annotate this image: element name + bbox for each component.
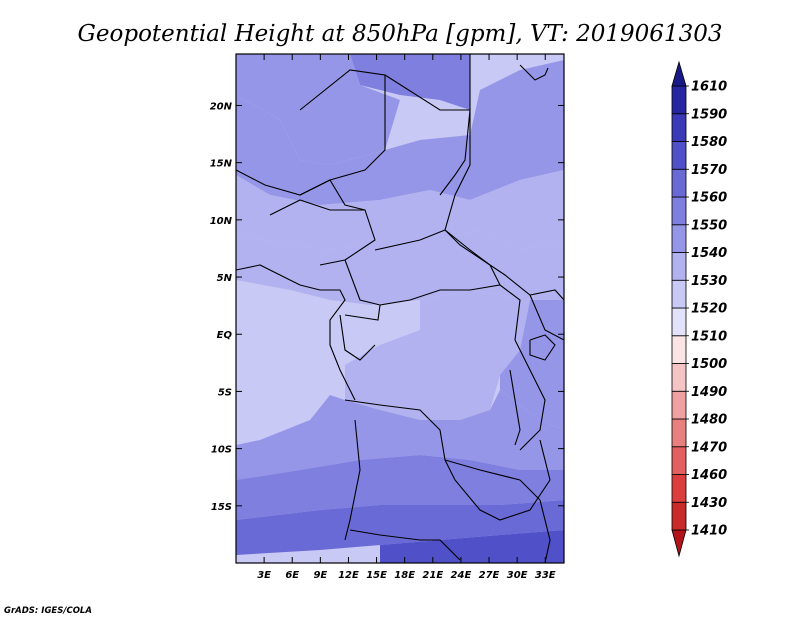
border-mali-burkina bbox=[236, 169, 366, 211]
field-region-south-rise-1 bbox=[236, 390, 564, 480]
x-tick-label: 24E bbox=[451, 570, 472, 581]
colorbar-label: 1570 bbox=[691, 163, 727, 178]
colorbar-swatch bbox=[671, 418, 687, 448]
colorbar-swatch bbox=[671, 279, 687, 309]
x-tick-label: 18E bbox=[394, 570, 415, 581]
colorbar-swatch bbox=[671, 363, 687, 392]
map-frame bbox=[235, 53, 565, 564]
colorbar-swatch bbox=[671, 252, 687, 281]
field-region-central-trough bbox=[236, 280, 420, 445]
y-axis: 20N 15N 10N 5N EQ 5S 10S 15S bbox=[210, 101, 564, 513]
y-tick-label: 15S bbox=[211, 502, 232, 513]
colorbar-label: 1590 bbox=[691, 107, 727, 122]
colorbar-label: 1460 bbox=[691, 468, 727, 483]
x-tick-label: 15E bbox=[366, 570, 387, 581]
border-niger-chad bbox=[384, 74, 471, 196]
field-layer bbox=[236, 54, 564, 563]
grads-credit: GrADS: IGES/COLA bbox=[4, 606, 92, 616]
colorbar-swatch bbox=[671, 85, 687, 115]
y-tick-label: EQ bbox=[217, 330, 233, 341]
x-tick-label: 27E bbox=[479, 570, 500, 581]
x-tick-label: 9E bbox=[313, 570, 327, 581]
field-region-north-band bbox=[236, 60, 564, 205]
field-region-south-rise-3 bbox=[236, 500, 564, 555]
colorbar-swatch bbox=[671, 196, 687, 226]
border-ethiopia bbox=[529, 294, 564, 341]
lake-tanganyika bbox=[509, 369, 521, 446]
y-tick-label: 5S bbox=[218, 387, 232, 398]
colorbar-swatch bbox=[671, 141, 687, 170]
colorbar-label: 1550 bbox=[691, 218, 727, 233]
y-tick-label: 10N bbox=[210, 216, 233, 227]
lake-malawi bbox=[539, 439, 551, 481]
colorbar-label: 1490 bbox=[691, 385, 727, 400]
colorbar-label: 1520 bbox=[691, 302, 727, 317]
x-tick-label: 3E bbox=[257, 570, 271, 581]
y-tick-label: 10S bbox=[211, 445, 232, 456]
border-drc-angola bbox=[344, 399, 521, 481]
border-zambia bbox=[444, 459, 551, 521]
map-panel: 3E 6E 9E 12E 15E 18E 21E 24E 27E 30E 33E 20N 15N 10N… bbox=[210, 53, 565, 581]
colorbar-label: 1410 bbox=[691, 524, 727, 539]
field-region-sahel-band bbox=[236, 170, 564, 250]
colorbar-arrow-low bbox=[671, 529, 687, 558]
y-tick-label: 5N bbox=[217, 273, 233, 284]
colorbar-swatch bbox=[671, 390, 687, 420]
coast-west-africa bbox=[236, 264, 356, 401]
y-tick-label: 20N bbox=[210, 101, 233, 112]
border-gabon-congo bbox=[339, 314, 376, 361]
colorbar-swatch bbox=[671, 307, 687, 337]
colorbar-label: 1430 bbox=[691, 496, 727, 511]
border-namibia-botswana bbox=[349, 529, 461, 561]
colorbar-label: 1500 bbox=[691, 357, 727, 372]
field-region-far-north-core bbox=[350, 54, 470, 110]
x-tick-label: 12E bbox=[338, 570, 359, 581]
border-chad-sudan bbox=[444, 110, 491, 266]
coast-red-sea bbox=[519, 64, 549, 81]
x-axis: 3E 6E 9E 12E 15E 18E 21E 24E 27E 30E 33E bbox=[257, 54, 556, 581]
x-tick-label: 33E bbox=[535, 570, 556, 581]
y-tick-label: 15N bbox=[210, 159, 233, 170]
colorbar-label: 1510 bbox=[691, 329, 727, 344]
field-region-east-africa-rise bbox=[500, 300, 564, 430]
colorbar-swatch bbox=[671, 168, 687, 198]
colorbar-label: 1480 bbox=[691, 413, 727, 428]
colorbar-label: 1560 bbox=[691, 191, 727, 206]
colorbar-swatch bbox=[671, 113, 687, 142]
colorbar-label: 1580 bbox=[691, 135, 727, 150]
border-congo-drc bbox=[379, 284, 521, 341]
x-tick-label: 6E bbox=[285, 570, 299, 581]
colorbar-label: 1540 bbox=[691, 246, 727, 261]
colorbar: 1410 1430 1460 1470 1480 1490 1500 1510 1520 1530… bbox=[671, 60, 727, 558]
field-region-west-africa bbox=[236, 230, 564, 305]
colorbar-swatch bbox=[671, 335, 687, 364]
chart-title: Geopotential Height at 850hPa [gpm], VT:… bbox=[78, 21, 723, 47]
colorbar-label: 1470 bbox=[691, 440, 727, 455]
field-region-northeast-core bbox=[236, 54, 400, 165]
colorbar-arrow-high bbox=[671, 60, 687, 87]
colorbar-swatch bbox=[671, 501, 687, 531]
border-car bbox=[374, 229, 501, 286]
colorbar-swatch bbox=[671, 446, 687, 475]
lake-victoria bbox=[529, 334, 556, 361]
field-region-congo-basin bbox=[345, 290, 530, 420]
colorbar-swatch bbox=[671, 474, 687, 503]
colorbar-label: 1610 bbox=[691, 80, 727, 95]
field-region-south-rise-2 bbox=[236, 455, 564, 520]
border-mozambique bbox=[519, 479, 551, 563]
colorbar-label: 1530 bbox=[691, 274, 727, 289]
field-region-southeast-high bbox=[380, 530, 564, 563]
x-tick-label: 30E bbox=[507, 570, 528, 581]
border-tanzania bbox=[514, 339, 546, 451]
colorbar-swatch bbox=[671, 224, 687, 253]
country-boundaries bbox=[236, 54, 564, 563]
x-tick-label: 21E bbox=[422, 570, 443, 581]
border-angola-zambia bbox=[344, 419, 361, 541]
